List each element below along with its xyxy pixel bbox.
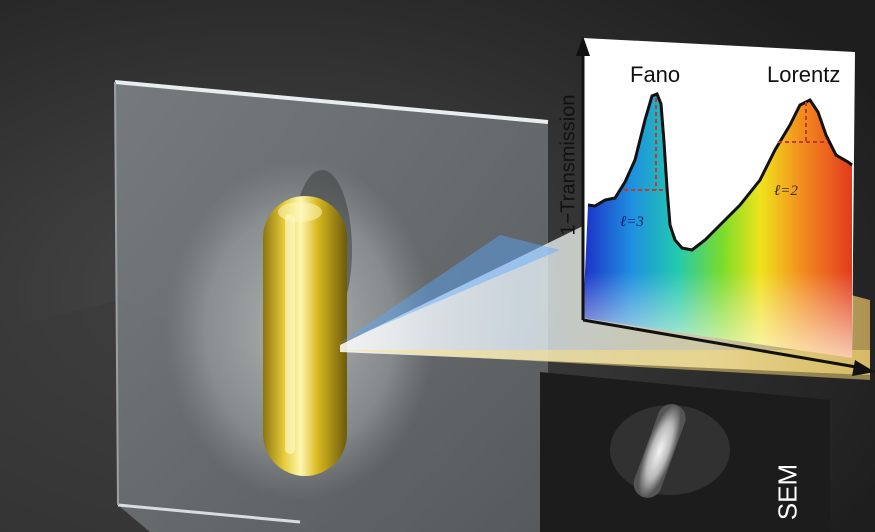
spectrum-highlight bbox=[583, 165, 852, 358]
lorentz-mode-label: ℓ=2 bbox=[774, 183, 798, 199]
sem-inset bbox=[540, 372, 830, 532]
y-axis-label: 1−Transmission bbox=[557, 94, 580, 236]
y-axis-arrow bbox=[576, 36, 590, 56]
sem-nanorod bbox=[633, 404, 686, 498]
sem-label: SEM bbox=[772, 463, 803, 521]
fano-mode-label: ℓ=3 bbox=[620, 214, 644, 230]
spectrum-curve bbox=[587, 92, 853, 252]
lorentz-peak-label: Lorentz bbox=[767, 62, 841, 87]
x-axis bbox=[582, 318, 863, 370]
gold-nanorod bbox=[263, 196, 347, 476]
fano-peak-label: Fano bbox=[630, 62, 681, 87]
x-axis-arrow bbox=[852, 360, 875, 376]
spectrum-plot bbox=[576, 36, 875, 376]
